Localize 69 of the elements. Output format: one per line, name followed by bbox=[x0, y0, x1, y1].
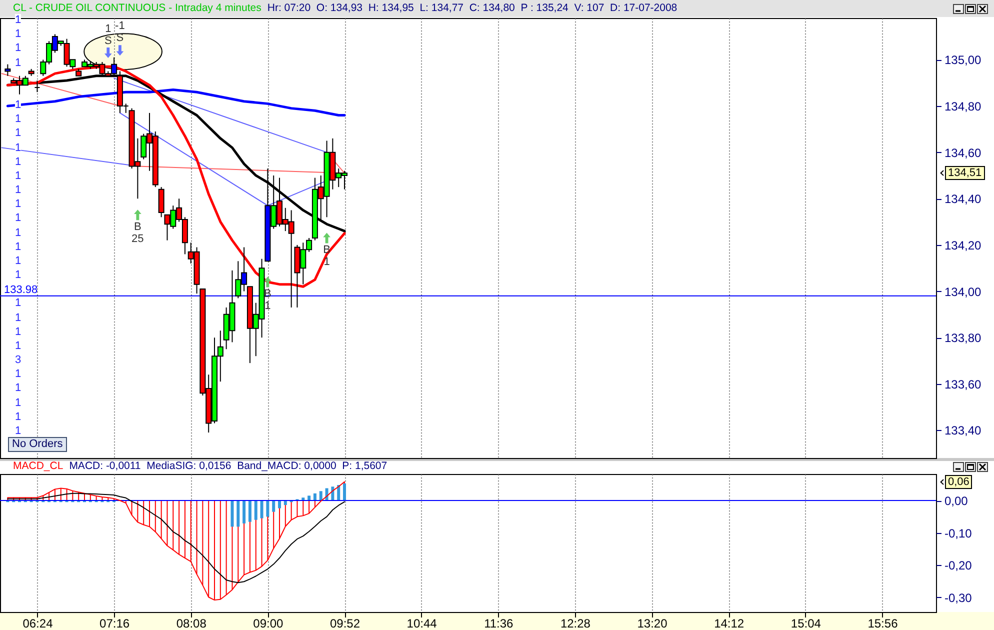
annotation: 1 bbox=[14, 212, 22, 224]
annotation: 1 bbox=[14, 113, 22, 126]
annotation: 1 bbox=[14, 326, 22, 338]
button: No Orders bbox=[8, 437, 67, 452]
annotation: 1 bbox=[14, 410, 22, 423]
chart-subtitle: MACD: -0,0011 MediaSIG: 0,0156 Band_MACD: 0,0000 P: 1,5607 bbox=[69, 460, 388, 472]
y-tick-label: -0,30 bbox=[944, 590, 972, 605]
y-tick-label: 133,80 bbox=[944, 331, 982, 346]
annotation: 1 bbox=[14, 156, 22, 168]
annotation: 1 bbox=[14, 142, 22, 154]
y-tick-label: 134,20 bbox=[944, 238, 982, 252]
annotation: 1 bbox=[14, 382, 22, 394]
annotation: 1 bbox=[14, 396, 22, 409]
x-tick-label: 15:04 bbox=[790, 616, 822, 630]
x-tick-label: 13:20 bbox=[637, 616, 668, 630]
annotation: -1 bbox=[115, 20, 125, 32]
annotation: S bbox=[116, 32, 124, 44]
annotation: 1 bbox=[14, 99, 22, 112]
tag: 0,06 bbox=[945, 474, 972, 489]
chart-title: MACD_CL bbox=[13, 460, 64, 472]
annotation: S bbox=[104, 34, 112, 47]
y-tick-label: 134,00 bbox=[944, 284, 982, 299]
annotation: 1 bbox=[14, 127, 22, 140]
y-tick-label: 133,40 bbox=[944, 424, 982, 438]
annotation: 1 bbox=[14, 170, 22, 182]
x-tick-label: 11:36 bbox=[484, 616, 514, 630]
y-tick-label: 134,80 bbox=[944, 100, 982, 114]
annotation: 1 bbox=[14, 42, 22, 54]
annotation: 1 bbox=[14, 56, 22, 68]
annotation: B bbox=[134, 220, 142, 233]
y-tick-label: -0,20 bbox=[944, 558, 972, 573]
annotation: 1 bbox=[14, 269, 22, 282]
chart-subtitle: Hr: 07:20 O: 134,93 H: 134,95 L: 134,77 C: 134,80 P : 135,24 V: 107 D: 17-07-2008 bbox=[267, 2, 678, 14]
x-tick-label: 09:00 bbox=[253, 616, 284, 630]
x-tick-label: 15:56 bbox=[868, 616, 898, 630]
tag: 134,51 bbox=[945, 166, 985, 180]
annotation: 3 bbox=[14, 354, 22, 366]
x-tick-label: 08:08 bbox=[176, 616, 207, 630]
annotation: 1 bbox=[14, 184, 22, 196]
annotation: 1 bbox=[14, 14, 22, 26]
ref-line-label: 133.98 bbox=[4, 284, 38, 296]
x-tick-label: 12:28 bbox=[560, 616, 591, 630]
annotation: 1 bbox=[14, 340, 22, 352]
y-tick-label: 134,40 bbox=[944, 192, 982, 206]
y-tick-label: 133,60 bbox=[944, 377, 982, 392]
y-tick-label: 135,00 bbox=[944, 53, 982, 68]
y-tick-label: 0,00 bbox=[944, 494, 968, 508]
annotation: 1 bbox=[324, 256, 330, 268]
annotation: 1 bbox=[14, 368, 22, 380]
annotation: 1 bbox=[14, 254, 22, 267]
annotation: 1 bbox=[14, 226, 22, 239]
y-tick-label: -0,10 bbox=[944, 526, 972, 540]
annotation: B bbox=[323, 244, 330, 256]
chart-title: CL - CRUDE OIL CONTINUOUS - Intraday 4 minutes bbox=[13, 2, 262, 14]
annotation: 1 bbox=[14, 424, 22, 437]
x-tick-label: 14:12 bbox=[714, 616, 744, 630]
annotation: 1 bbox=[14, 198, 22, 210]
x-tick-label: 10:44 bbox=[406, 616, 438, 630]
x-tick-label: 06:24 bbox=[22, 616, 54, 630]
annotation: 25 bbox=[132, 232, 144, 245]
x-tick-label: 07:16 bbox=[100, 616, 130, 630]
annotation: 1 bbox=[14, 297, 22, 310]
y-tick-label: 134,60 bbox=[944, 146, 982, 160]
annotation: 1 bbox=[14, 312, 22, 324]
annotation: 1 bbox=[14, 28, 22, 40]
annotation: 1 bbox=[105, 22, 112, 35]
annotation: 1 bbox=[14, 240, 22, 253]
x-tick-label: 09:52 bbox=[330, 616, 360, 630]
annotation: 1 bbox=[264, 300, 271, 312]
